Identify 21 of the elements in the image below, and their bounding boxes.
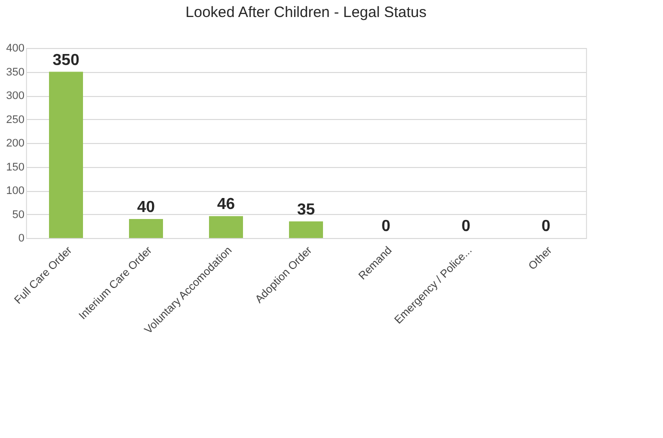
data-label: 350 <box>52 52 80 69</box>
y-tick-label: 200 <box>6 138 24 150</box>
y-tick-label: 100 <box>6 185 24 197</box>
data-label: 0 <box>542 218 551 235</box>
y-tick-label: 350 <box>6 66 24 78</box>
data-label: 0 <box>382 218 391 235</box>
bar <box>129 219 163 238</box>
data-label: 0 <box>462 218 471 235</box>
data-label: 35 <box>297 201 315 218</box>
y-tick-label: 400 <box>6 42 24 54</box>
bar <box>49 72 83 238</box>
y-tick-label: 0 <box>18 232 24 244</box>
y-tick-label: 150 <box>6 161 24 174</box>
y-tick-label: 250 <box>6 114 24 126</box>
bar <box>289 221 323 238</box>
chart-title: Looked After Children - Legal Status <box>186 4 426 21</box>
y-tick-label: 300 <box>6 90 24 102</box>
data-label: 40 <box>137 199 155 216</box>
data-label: 46 <box>217 196 235 214</box>
bar <box>209 216 243 238</box>
y-tick-label: 50 <box>12 208 24 221</box>
